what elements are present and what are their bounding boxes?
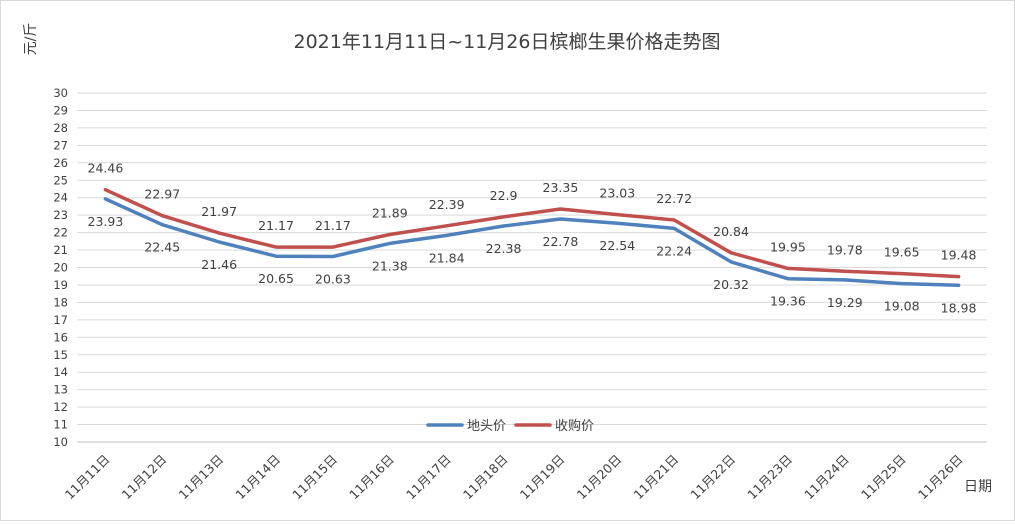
data-label: 19.95 <box>770 239 806 254</box>
y-tick-label: 16 <box>53 330 68 344</box>
x-tick-label: 11月17日 <box>403 452 454 503</box>
data-label: 19.29 <box>827 295 863 310</box>
chart-title: 2021年11月11日~11月26日槟榔生果价格走势图 <box>294 31 721 53</box>
data-label: 21.38 <box>372 258 408 273</box>
x-tick-labels: 11月11日 11月12日 11月13日 11月14日 11月15日 11月16日 11月1… <box>62 452 966 503</box>
y-axis-label: 元/斤 <box>23 23 39 56</box>
data-label: 22.9 <box>490 188 518 203</box>
y-tick-label: 19 <box>53 278 68 292</box>
x-tick-label: 11月26日 <box>915 452 966 503</box>
y-tick-label: 18 <box>53 295 68 309</box>
data-label: 21.46 <box>201 257 237 272</box>
y-tick-labels: 10 11 12 13 14 15 16 17 18 19 20 21 22 23 24 25 26 27 28 29… <box>53 86 68 449</box>
data-label: 21.84 <box>429 250 465 265</box>
legend-label: 地头价 <box>467 419 506 434</box>
data-label: 20.84 <box>713 224 749 239</box>
x-tick-label: 11月13日 <box>176 452 227 503</box>
y-tick-label: 30 <box>53 86 68 100</box>
y-tick-label: 13 <box>53 383 68 397</box>
y-tick-label: 24 <box>53 191 68 205</box>
x-tick-label: 11月25日 <box>858 452 909 503</box>
y-tick-label: 15 <box>53 348 68 362</box>
data-label: 23.35 <box>543 180 579 195</box>
data-label: 20.32 <box>713 277 749 292</box>
x-axis-label: 日期 <box>964 479 992 495</box>
series-line-1 <box>103 187 961 279</box>
x-tick-label: 11月22日 <box>687 452 738 503</box>
y-tick-label: 12 <box>53 400 68 414</box>
x-tick-label: 11月12日 <box>119 452 170 503</box>
series-lines <box>103 187 961 288</box>
data-labels: 23.93 22.45 21.46 20.65 20.63 21.38 21.84 22.38… <box>88 161 977 316</box>
y-tick-label: 10 <box>53 435 68 449</box>
y-tick-label: 28 <box>53 121 68 135</box>
data-label: 21.89 <box>372 206 408 221</box>
legend-label: 收购价 <box>555 418 594 434</box>
data-label: 22.39 <box>429 197 465 212</box>
data-label: 23.93 <box>88 214 124 229</box>
data-label: 24.46 <box>88 161 124 176</box>
data-label: 22.45 <box>144 240 180 255</box>
data-label: 22.24 <box>656 243 692 258</box>
data-label: 18.98 <box>941 300 977 315</box>
data-label: 21.17 <box>315 218 351 233</box>
legend: 地头价 收购价 <box>426 418 594 434</box>
data-label: 19.78 <box>827 242 863 257</box>
data-label: 19.36 <box>770 294 806 309</box>
data-label: 20.63 <box>315 272 351 287</box>
y-tick-label: 22 <box>53 226 68 240</box>
y-tick-label: 20 <box>53 261 68 275</box>
data-label: 21.97 <box>201 204 237 219</box>
y-tick-label: 29 <box>53 103 68 117</box>
series-line-0 <box>103 197 961 288</box>
data-label: 19.08 <box>884 299 920 314</box>
x-tick-label: 11月16日 <box>346 452 397 503</box>
x-tick-label: 11月23日 <box>744 452 795 503</box>
y-tick-label: 11 <box>53 418 68 432</box>
data-label: 22.38 <box>486 241 522 256</box>
data-label: 22.72 <box>656 191 692 206</box>
data-label: 21.17 <box>258 218 294 233</box>
data-label: 22.54 <box>599 238 635 253</box>
data-label: 19.48 <box>941 248 977 263</box>
y-tick-label: 25 <box>53 173 68 187</box>
x-tick-label: 11月14日 <box>232 452 283 503</box>
y-tick-label: 21 <box>53 243 68 257</box>
y-tick-label: 26 <box>53 156 68 170</box>
grid-lines <box>77 92 987 443</box>
data-label: 22.78 <box>543 234 579 249</box>
data-label: 22.97 <box>144 187 180 202</box>
x-tick-label: 11月15日 <box>289 452 340 503</box>
y-tick-label: 14 <box>53 365 68 379</box>
y-tick-label: 27 <box>53 138 68 152</box>
x-tick-label: 11月24日 <box>801 452 852 503</box>
x-tick-label: 11月21日 <box>631 452 682 503</box>
data-label: 19.65 <box>884 245 920 260</box>
x-tick-label: 11月18日 <box>460 452 511 503</box>
data-label: 23.03 <box>599 186 635 201</box>
data-label: 20.65 <box>258 271 294 286</box>
x-tick-label: 11月11日 <box>62 452 113 503</box>
y-tick-label: 17 <box>53 313 68 327</box>
y-tick-label: 23 <box>53 208 68 222</box>
x-tick-label: 11月20日 <box>574 452 625 503</box>
x-tick-label: 11月19日 <box>517 452 568 503</box>
